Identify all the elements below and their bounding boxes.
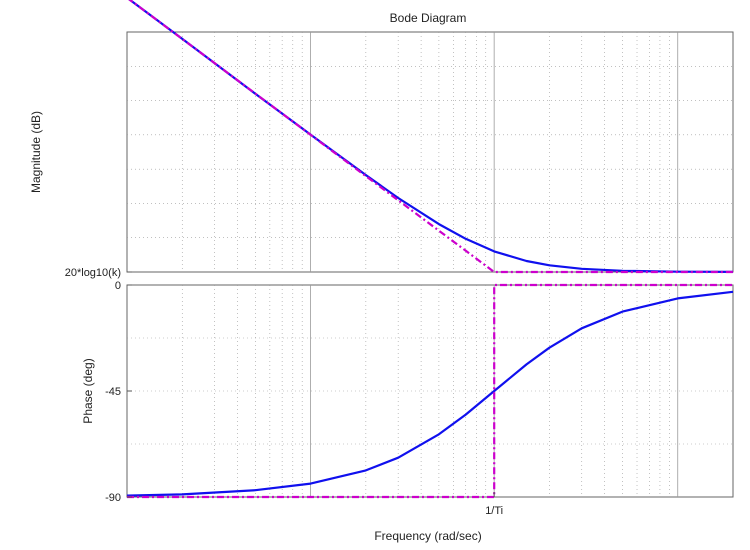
- magnitude-axes-frame: [126, 31, 734, 273]
- phase-axes-frame: [126, 284, 734, 498]
- phase-series: [126, 283, 734, 499]
- magnitude-y-ticks: 20*log10(k): [65, 267, 132, 279]
- magnitude-y-axis-label: Magnitude (dB): [29, 111, 43, 193]
- y-tick-label: 0: [115, 280, 121, 292]
- y-tick-label: -45: [105, 386, 121, 398]
- phase-y-axis-label: Phase (deg): [81, 358, 95, 423]
- magnitude-subplot: 20*log10(k) Magnitude (dB): [29, 0, 734, 279]
- x-ticks: 1/Ti: [485, 492, 503, 517]
- magnitude-asymptote-line: [128, 0, 733, 274]
- phase-asymptote-line: [127, 283, 733, 499]
- phase-y-ticks: 0 -45 -90: [105, 280, 132, 504]
- phase-grid: [127, 285, 733, 497]
- y-tick-label: 20*log10(k): [65, 267, 121, 279]
- x-tick-label: 1/Ti: [485, 505, 503, 517]
- phase-subplot: 0 -45 -90 Phase (deg): [81, 280, 734, 504]
- x-axis-label: Frequency (rad/sec): [374, 529, 481, 543]
- phase-exact-line: [126, 290, 734, 497]
- magnitude-series: [128, 0, 734, 274]
- y-tick-label: -90: [105, 492, 121, 504]
- chart-title: Bode Diagram: [390, 11, 467, 25]
